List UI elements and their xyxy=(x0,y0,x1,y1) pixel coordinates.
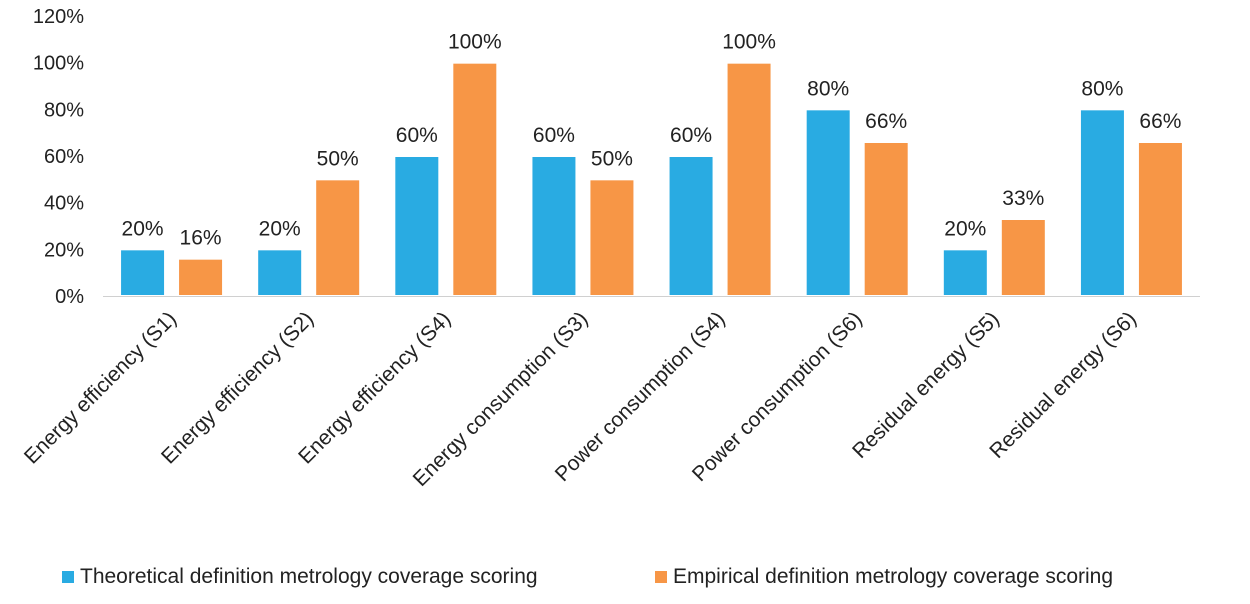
data-label: 50% xyxy=(591,147,633,170)
y-tick-label: 60% xyxy=(44,146,84,168)
data-label: 80% xyxy=(1081,77,1123,100)
bar-empirical xyxy=(862,141,910,297)
data-label: 100% xyxy=(722,31,776,54)
bar-empirical xyxy=(588,178,636,297)
category-label: Energy efficiency (S4) xyxy=(294,307,455,468)
y-axis: 0% 20% 40% 60% 80% 100% 120% xyxy=(33,6,84,308)
data-label: 16% xyxy=(180,227,222,250)
data-label: 50% xyxy=(317,147,359,170)
y-tick-label: 20% xyxy=(44,239,84,261)
category-label: Energy efficiency (S2) xyxy=(157,307,318,468)
bar-empirical xyxy=(999,218,1047,297)
bar-empirical xyxy=(1136,141,1184,297)
bar-theoretical xyxy=(667,155,715,297)
y-tick-label: 120% xyxy=(33,6,84,28)
bar-theoretical xyxy=(941,248,989,297)
bars: 20% 16% 20% 50% 60% 100% 60% 50% 60% 100% 80% 66% 20… xyxy=(119,31,1184,298)
x-axis: Energy efficiency (S1)Energy efficiency … xyxy=(20,296,1200,491)
data-label: 60% xyxy=(396,124,438,147)
data-label: 20% xyxy=(259,217,301,240)
bar-theoretical xyxy=(804,108,852,298)
legend-label-theoretical: Theoretical definition metrology coverag… xyxy=(80,565,538,588)
data-label: 60% xyxy=(670,124,712,147)
data-label: 66% xyxy=(1139,110,1181,133)
bar-theoretical xyxy=(1078,108,1126,298)
legend: Theoretical definition metrology coverag… xyxy=(62,565,1113,588)
y-tick-label: 100% xyxy=(33,53,84,75)
category-label: Residual energy (S6) xyxy=(985,307,1141,463)
category-label: Residual energy (S5) xyxy=(848,307,1004,463)
bar-empirical xyxy=(314,178,362,297)
bar-theoretical xyxy=(393,155,441,297)
data-label: 60% xyxy=(533,124,575,147)
bar-theoretical xyxy=(119,248,167,297)
bar-empirical xyxy=(177,257,225,297)
data-label: 66% xyxy=(865,110,907,133)
bar-theoretical xyxy=(530,155,578,297)
legend-swatch-empirical xyxy=(655,571,667,583)
y-tick-label: 0% xyxy=(55,286,84,308)
data-label: 20% xyxy=(122,217,164,240)
data-label: 33% xyxy=(1002,187,1044,210)
data-label: 80% xyxy=(807,77,849,100)
category-label: Energy efficiency (S1) xyxy=(20,307,181,468)
legend-swatch-theoretical xyxy=(62,571,74,583)
bar-empirical xyxy=(451,61,499,297)
bar-theoretical xyxy=(256,248,304,297)
data-label: 100% xyxy=(448,31,502,54)
y-tick-label: 80% xyxy=(44,99,84,121)
data-label: 20% xyxy=(944,217,986,240)
legend-label-empirical: Empirical definition metrology coverage … xyxy=(673,565,1113,588)
bar-empirical xyxy=(725,61,773,297)
y-tick-label: 40% xyxy=(44,193,84,215)
